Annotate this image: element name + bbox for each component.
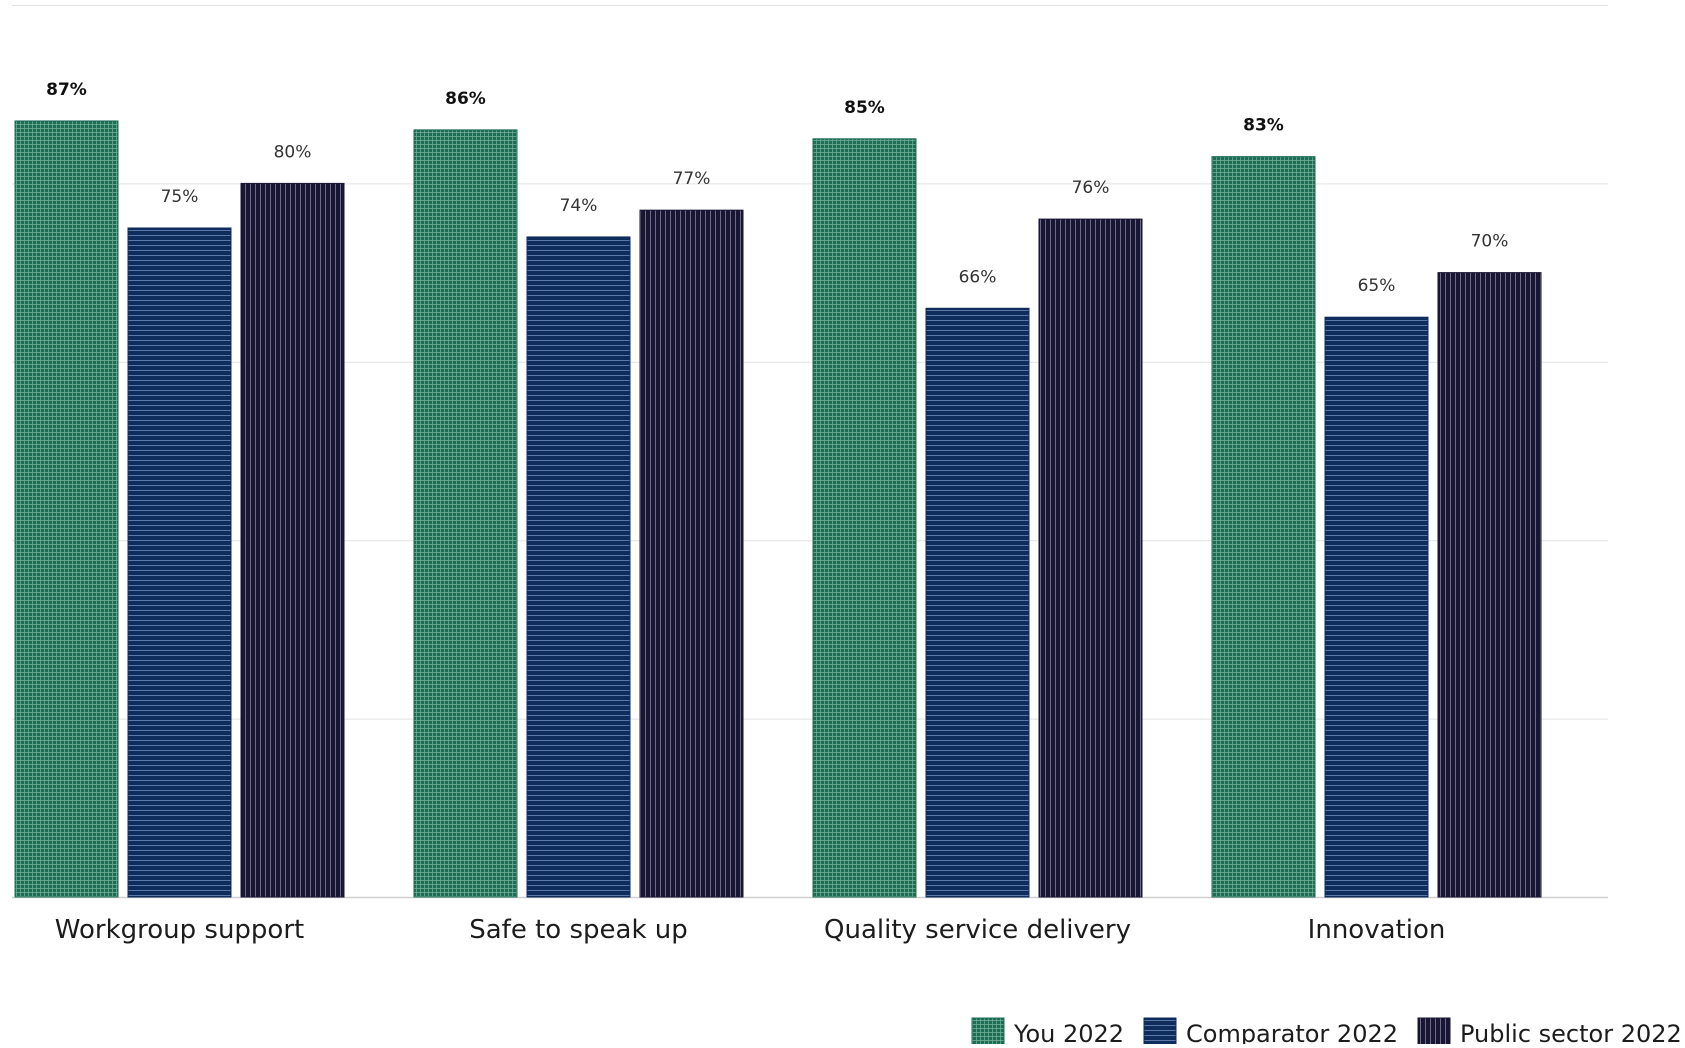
data-label: 65% [1358,276,1396,296]
data-label: 74% [560,196,598,216]
bar [240,182,345,898]
data-label: 77% [673,169,711,189]
data-label: 66% [959,267,997,287]
data-label: 87% [46,80,87,100]
data-label: 76% [1072,178,1110,198]
bar [526,236,631,898]
category-label: Innovation [1308,915,1446,945]
legend: You 2022 Comparator 2022 Public sector 202… [971,1017,1682,1048]
bar [127,227,232,898]
bar [925,307,1030,898]
category-label: Safe to speak up [469,915,688,945]
bar [639,209,744,898]
legend-label: You 2022 [1013,1020,1124,1044]
legend-swatch [1143,1017,1177,1048]
data-label: 75% [161,187,199,207]
value-labels: 87% 75% 80% 86% 74% 77% 85% 66% 76% 83% 65% 70% [46,80,1508,296]
bar [1324,316,1429,898]
legend-swatch [1417,1017,1451,1048]
legend-label: Public sector 2022 [1460,1020,1682,1044]
data-label: 80% [274,142,312,162]
data-label: 83% [1243,116,1284,136]
bars [14,120,1542,898]
legend-swatch [971,1017,1005,1048]
data-label: 70% [1471,232,1509,252]
data-label: 86% [445,89,486,109]
bar [812,138,917,898]
category-labels: Workgroup support Safe to speak up Quality… [55,915,1446,945]
legend-label: Comparator 2022 [1186,1020,1398,1044]
data-label: 85% [844,98,885,118]
bar [1437,272,1542,898]
category-label: Workgroup support [55,915,304,945]
bar [1211,156,1316,898]
category-label: Quality service delivery [824,915,1131,945]
bar [1038,218,1143,898]
bar [14,120,119,898]
bar [413,129,518,898]
